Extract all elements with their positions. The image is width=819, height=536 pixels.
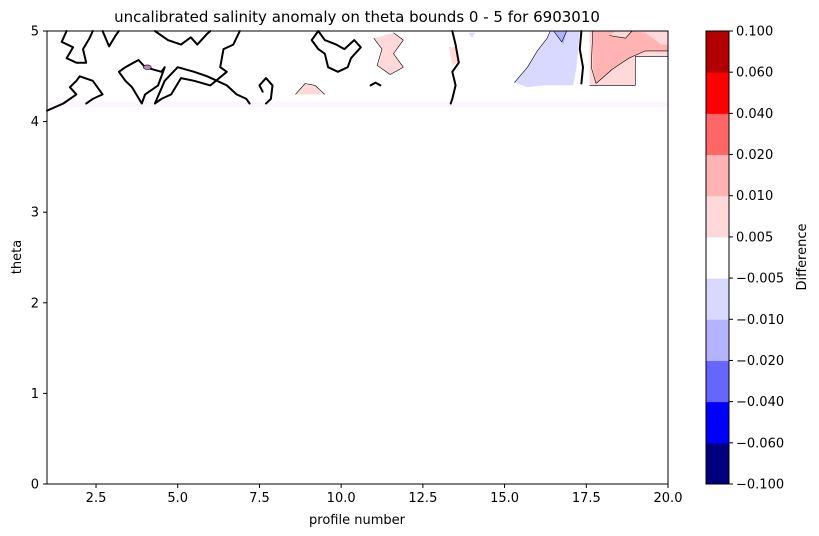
colorbar-tick-label: −0.005 [736, 272, 784, 287]
colorbar-segment-0 [706, 442, 729, 485]
y-tick-label: 1 [31, 387, 39, 402]
thin-contour-1 [553, 30, 567, 43]
colorbar-label: Difference [795, 223, 810, 290]
colorbar-segment-1 [706, 401, 729, 444]
colorbar-tick-label: 0.020 [736, 148, 773, 163]
thin-contour-3 [595, 50, 668, 84]
filled-region-5 [373, 32, 404, 75]
y-tick-label: 4 [31, 115, 39, 130]
filled-region-6 [295, 83, 325, 95]
plot-frame [46, 30, 669, 485]
small-contour-loop-0 [143, 64, 152, 70]
plot-contours [46, 30, 668, 112]
colorbar-tick-label: −0.100 [736, 478, 784, 493]
colorbar: −0.100 −0.060 −0.040 −0.020 −0.010 −0.005 0.00… [705, 25, 784, 493]
y-tick-label: 3 [31, 206, 39, 221]
y-axis: 0 1 2 3 4 5 [31, 25, 47, 493]
zero-contour-5 [153, 30, 251, 105]
filled-region-9 [47, 101, 668, 108]
thin-contour-8 [373, 32, 404, 75]
colorbar-segment-9 [706, 72, 729, 114]
x-tick-label: 12.5 [408, 491, 437, 506]
x-tick-label: 7.5 [249, 491, 270, 506]
colorbar-tick-label: 0.005 [736, 230, 773, 245]
zero-contour-4 [153, 30, 212, 46]
colorbar-tick-label: 0.040 [736, 107, 773, 122]
zero-contour-9 [449, 30, 460, 105]
colorbar-tick-label: −0.020 [736, 354, 784, 369]
colorbar-segment-3 [706, 319, 729, 361]
y-tick-label: 5 [31, 25, 39, 40]
colorbar-segment-8 [706, 113, 729, 156]
x-tick-label: 2.5 [86, 491, 107, 506]
colorbar-tick-label: 0.060 [736, 66, 773, 81]
thin-contour-7 [295, 83, 326, 95]
x-tick-label: 17.5 [572, 491, 601, 506]
zero-contour-7 [310, 30, 362, 73]
colorbar-segment-4 [706, 278, 729, 320]
y-axis-label: theta [10, 240, 25, 274]
filled-region-8 [468, 32, 476, 39]
zero-contour-8 [369, 81, 382, 87]
colorbar-segment-2 [706, 360, 729, 403]
thin-contour-6 [589, 56, 636, 86]
x-tick-label: 5.0 [167, 491, 188, 506]
colorbar-tick-label: −0.060 [736, 436, 784, 451]
x-tick-label: 10.0 [327, 491, 356, 506]
thin-contour-2 [590, 30, 597, 84]
zero-contour-6 [258, 77, 274, 105]
x-tick-label: 20.0 [654, 491, 683, 506]
x-axis-label: profile number [309, 513, 406, 528]
colorbar-tick-label: −0.040 [736, 395, 784, 410]
colorbar-tick-label: −0.010 [736, 313, 784, 328]
zero-contour-2 [101, 30, 120, 48]
zero-contour-10 [578, 30, 584, 85]
thin-contour-4 [609, 30, 633, 39]
colorbar-segment-5 [706, 236, 729, 279]
filled-region-1 [553, 31, 567, 45]
colorbar-tick-label: 0.010 [736, 189, 773, 204]
colorbar-segment-10 [706, 31, 729, 73]
filled-region-0 [514, 31, 580, 88]
x-axis: 2.5 5.0 7.5 10.0 12.5 15.0 17.5 20.0 [86, 484, 683, 506]
zero-contour-0 [46, 75, 104, 112]
x-tick-label: 15.0 [490, 491, 519, 506]
y-tick-label: 0 [31, 478, 39, 493]
thin-contour-0 [514, 30, 551, 83]
colorbar-frame [705, 30, 730, 485]
colorbar-segment-6 [706, 195, 729, 238]
zero-contour-1 [60, 30, 94, 64]
colorbar-tick-label: 0.100 [736, 25, 773, 40]
colorbar-segment-7 [706, 154, 729, 197]
chart-title: uncalibrated salinity anomaly on theta b… [114, 8, 600, 26]
y-tick-label: 2 [31, 296, 39, 311]
